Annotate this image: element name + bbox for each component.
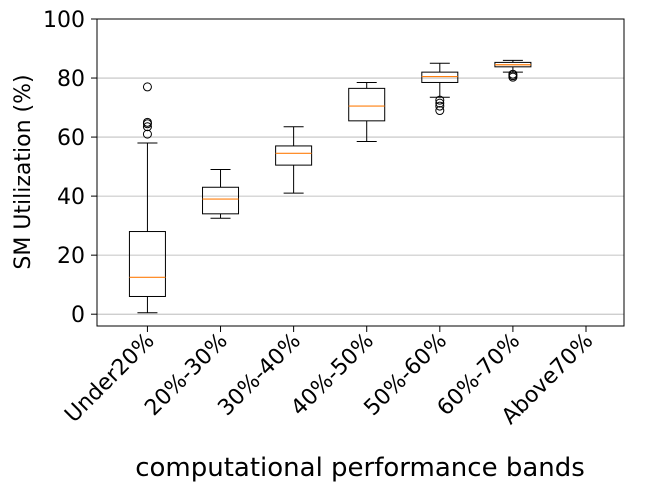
iqr-box (202, 186, 240, 215)
iqr-box (348, 87, 386, 122)
y-axis: 0 20 40 60 80 100 (43, 8, 97, 328)
gridlines (97, 18, 624, 315)
outlier-point (435, 95, 445, 105)
iqr-box (275, 145, 313, 166)
outlier-point (142, 122, 152, 132)
outlier-point (435, 106, 445, 116)
outlier-point (142, 82, 152, 92)
iqr-box (421, 71, 459, 83)
outlier-point (435, 98, 445, 108)
y-tick-label: 80 (57, 67, 85, 92)
outlier-point (508, 69, 518, 79)
x-axis-label: computational performance bands (135, 453, 585, 483)
plot-frame (96, 18, 625, 327)
y-tick-label: 60 (57, 126, 85, 151)
y-tick-label: 20 (57, 244, 85, 269)
outlier-point (142, 117, 152, 127)
y-tick-label: 100 (43, 8, 85, 33)
x-axis: Under20%20%-30%30%-40%40%-50%50%-60%60%-… (60, 326, 598, 430)
iqr-box (128, 231, 166, 297)
y-axis-label: SM Utilization (%) (11, 74, 36, 269)
box-series (128, 59, 532, 314)
y-tick-label: 0 (71, 303, 85, 328)
outlier-point (142, 129, 152, 139)
y-tick-label: 40 (57, 185, 85, 210)
outlier-point (435, 101, 445, 111)
x-tick-label: Under20% (60, 329, 159, 428)
